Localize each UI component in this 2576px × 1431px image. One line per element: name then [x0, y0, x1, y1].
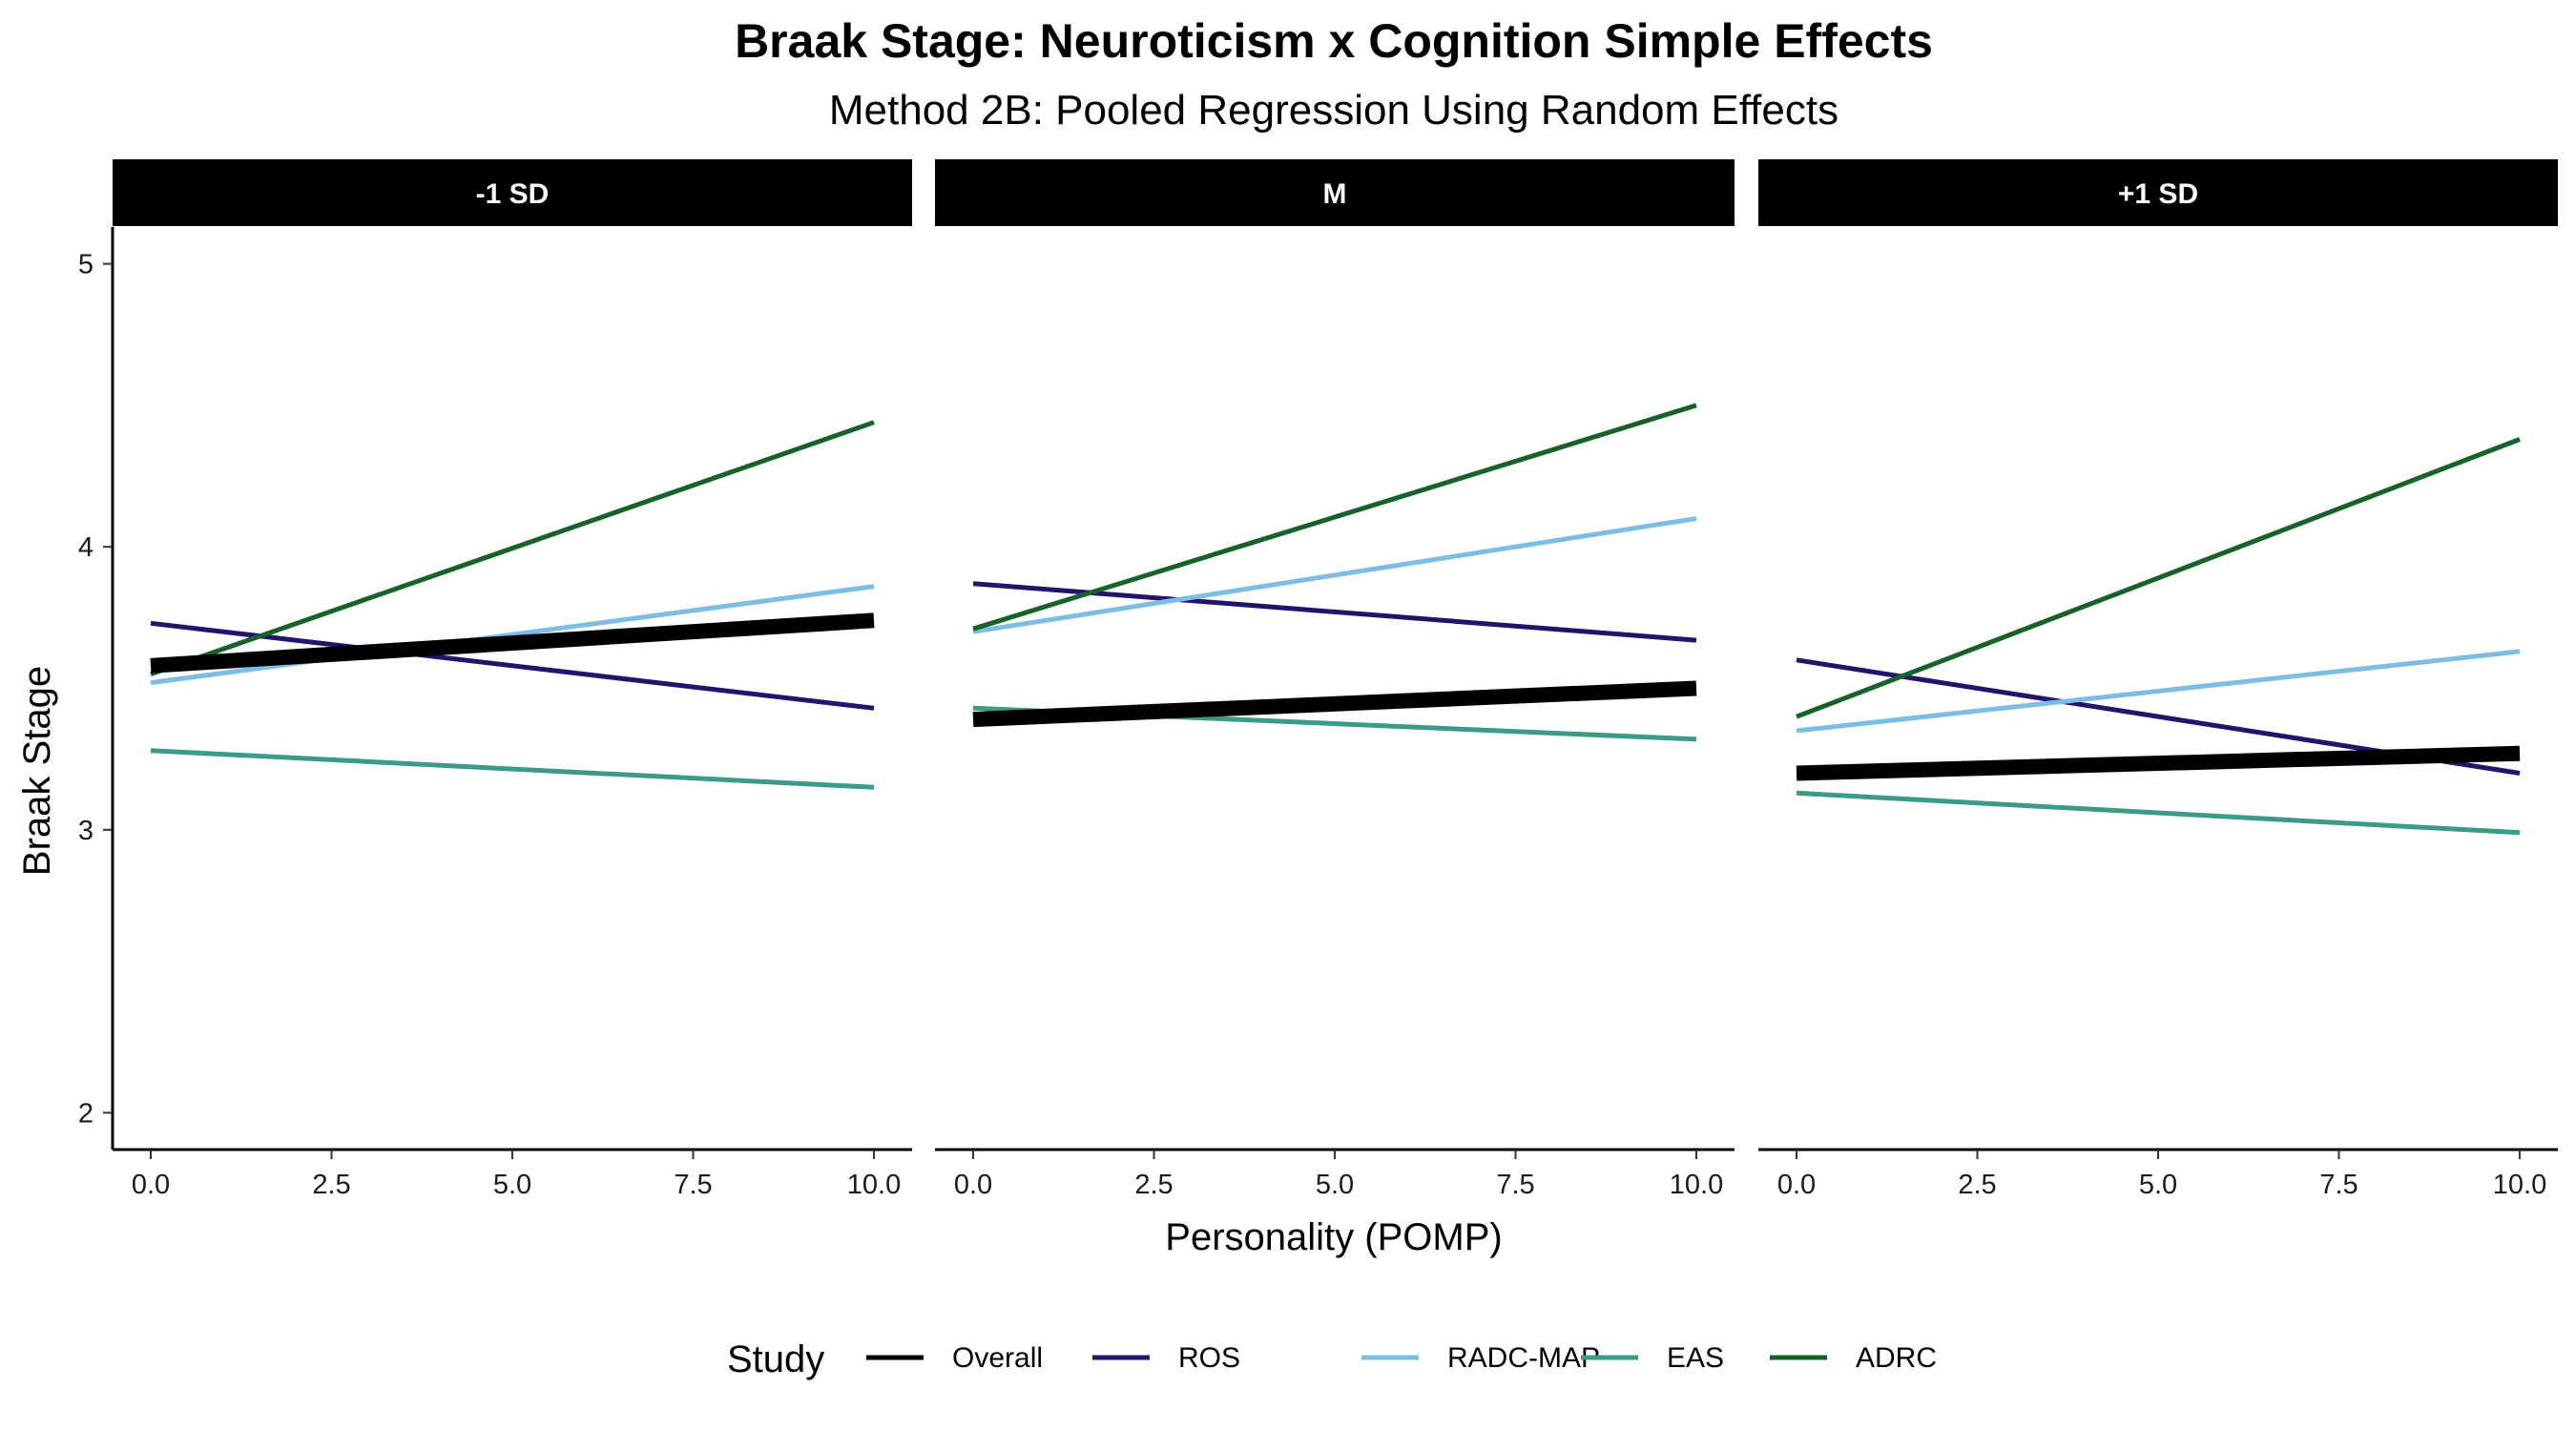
legend-label-eas: EAS: [1667, 1342, 1724, 1374]
x-tick-label: 2.5: [1958, 1170, 1996, 1200]
legend-label-overall: Overall: [952, 1342, 1043, 1374]
x-tick-label: 7.5: [674, 1170, 712, 1200]
series-line-radc-map-1-sd: [150, 584, 875, 686]
chart-title: Braak Stage: Neuroticism x Cognition Sim…: [735, 14, 1933, 68]
legend-label-ros: ROS: [1178, 1342, 1240, 1374]
y-tick-label: 2: [78, 1098, 93, 1129]
series-line-ros-1-sd: [150, 620, 875, 711]
x-tick-label: 10.0: [1670, 1170, 1723, 1200]
legend-label-adrc: ADRC: [1856, 1342, 1937, 1374]
y-tick-label: 3: [78, 816, 93, 846]
y-axis-title: Braak Stage: [16, 666, 58, 876]
x-tick-label: 5.0: [493, 1170, 531, 1200]
y-tick-label: 5: [78, 250, 93, 280]
series-line-adrc-1-sd: [150, 420, 875, 677]
facet-strip: [1758, 159, 2558, 226]
x-axis-title: Personality (POMP): [1165, 1216, 1502, 1258]
x-tick-label: 2.5: [312, 1170, 350, 1200]
x-tick-label: 7.5: [1496, 1170, 1534, 1200]
series-line-overall-1-sd: [150, 612, 875, 674]
x-tick-label: 10.0: [2493, 1170, 2546, 1200]
y-tick-label: 4: [78, 532, 93, 563]
facet-strip-label: -1 SD: [476, 178, 550, 210]
x-tick-label: 7.5: [2319, 1170, 2358, 1200]
series-line-eas-1-sd: [150, 748, 875, 790]
series-line-overall-1-sd: [1796, 745, 2521, 781]
panel-1: M 0.0 2.5 5.0 7.5 10.0: [935, 159, 1735, 1200]
x-tick-label: 0.0: [132, 1170, 170, 1200]
facet-strip-label: M: [1323, 178, 1347, 210]
x-tick-label: 10.0: [847, 1170, 901, 1200]
facet-panels: -1 SD 2 3 4 5 0.0 2.5 5.0 7.5 10.0 M 0.0 2.5 5.0 7.5 10…: [78, 159, 2558, 1200]
legend: Study Overall ROS RADC-MAP EAS ADRC: [727, 1338, 1937, 1380]
panel-2: +1 SD 0.0 2.5 5.0 7.5 10.0: [1758, 159, 2558, 1200]
facet-strip-label: +1 SD: [2118, 178, 2198, 210]
legend-label-radc-map: RADC-MAP: [1447, 1342, 1600, 1374]
facet-strip: [935, 159, 1735, 226]
series-line-overall-m: [972, 680, 1697, 728]
facet-strip: [113, 159, 912, 226]
x-tick-label: 5.0: [1316, 1170, 1354, 1200]
chart-subtitle: Method 2B: Pooled Regression Using Rando…: [829, 87, 1839, 134]
x-tick-label: 5.0: [2139, 1170, 2177, 1200]
series-line-radc-map-m: [972, 516, 1697, 634]
series-line-radc-map-1-sd: [1796, 649, 2521, 734]
x-tick-label: 2.5: [1134, 1170, 1173, 1200]
x-tick-label: 0.0: [954, 1170, 992, 1200]
series-line-adrc-1-sd: [1796, 437, 2521, 719]
legend-title: Study: [727, 1338, 824, 1380]
series-line-eas-1-sd: [1796, 790, 2521, 836]
series-line-adrc-m: [972, 403, 1697, 632]
panel-0: -1 SD 2 3 4 5 0.0 2.5 5.0 7.5 10.0: [78, 159, 912, 1200]
x-tick-label: 0.0: [1777, 1170, 1816, 1200]
